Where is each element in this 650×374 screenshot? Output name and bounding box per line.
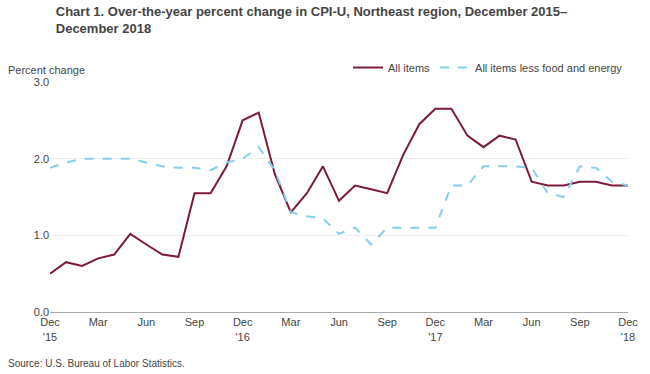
svg-text:1.0: 1.0 — [34, 229, 49, 241]
svg-text:0.0: 0.0 — [34, 306, 49, 318]
svg-text:2.0: 2.0 — [34, 153, 49, 165]
svg-text:Chart 1. Over-the-year percent: Chart 1. Over-the-year percent change in… — [56, 4, 568, 36]
svg-text:All items: All items — [388, 62, 430, 74]
svg-text:Sep: Sep — [185, 316, 205, 328]
svg-text:Jun: Jun — [330, 316, 348, 328]
svg-text:Mar: Mar — [281, 316, 300, 328]
svg-text:Jun: Jun — [523, 316, 541, 328]
svg-text:Dec'17: Dec'17 — [426, 316, 446, 342]
svg-text:Sep: Sep — [377, 316, 397, 328]
svg-text:Dec'18: Dec'18 — [618, 316, 638, 342]
svg-text:Dec'15: Dec'15 — [40, 316, 60, 342]
svg-text:Mar: Mar — [89, 316, 108, 328]
svg-text:Mar: Mar — [474, 316, 493, 328]
svg-text:Jun: Jun — [137, 316, 155, 328]
svg-text:Dec'16: Dec'16 — [233, 316, 253, 342]
svg-text:All items less food and energy: All items less food and energy — [475, 62, 622, 74]
svg-text:Source: U.S. Bureau of Labor S: Source: U.S. Bureau of Labor Statistics. — [8, 358, 185, 369]
svg-text:3.0: 3.0 — [34, 76, 49, 88]
svg-text:Percent change: Percent change — [8, 64, 85, 76]
svg-text:Sep: Sep — [570, 316, 590, 328]
